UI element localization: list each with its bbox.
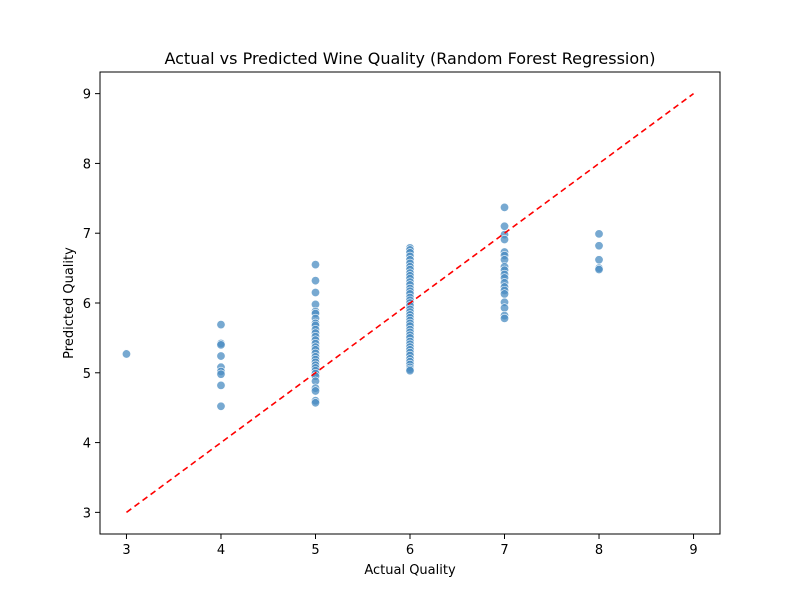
x-tick-label: 9 <box>689 543 697 558</box>
scatter-point <box>216 351 226 361</box>
scatter-point <box>500 202 510 212</box>
scatter-point <box>500 289 510 299</box>
x-tick-label: 6 <box>406 543 414 558</box>
scatter-point <box>594 255 604 265</box>
y-tick-label: 3 <box>83 506 91 521</box>
scatter-point <box>500 313 510 323</box>
x-tick-label: 5 <box>311 543 319 558</box>
y-axis-label: Predicted Quality <box>62 247 77 359</box>
scatter-point <box>500 221 510 231</box>
scatter-point <box>500 303 510 313</box>
y-tick-label: 8 <box>83 157 91 172</box>
y-tick-label: 5 <box>83 367 91 382</box>
scatter-point <box>216 320 226 330</box>
x-axis-label: Actual Quality <box>364 563 456 578</box>
y-tick-label: 4 <box>83 437 91 452</box>
y-tick-label: 7 <box>83 227 91 242</box>
y-tick-label: 9 <box>83 88 91 103</box>
scatter-point <box>310 386 320 396</box>
scatter-point <box>310 276 320 286</box>
reference-line <box>125 92 695 514</box>
x-tick-label: 8 <box>595 543 603 558</box>
y-axis-ticks: 3 4 5 6 7 8 9 <box>83 88 100 521</box>
x-tick-label: 4 <box>217 543 225 558</box>
scatter-point <box>216 401 226 411</box>
scatter-point <box>310 288 320 298</box>
plot-area <box>99 71 721 535</box>
scatter-point <box>405 366 415 376</box>
x-tick-label: 7 <box>500 543 508 558</box>
scatter-point <box>310 260 320 270</box>
y-tick-label: 6 <box>83 297 91 312</box>
chart-title: Actual vs Predicted Wine Quality (Random… <box>164 49 655 68</box>
scatter-point <box>594 229 604 239</box>
scatter-point <box>216 380 226 390</box>
scatter-point <box>310 398 320 408</box>
scatter-point <box>500 234 510 244</box>
x-axis-ticks: 3 4 5 6 7 8 9 <box>122 534 698 558</box>
scatter-point <box>216 369 226 379</box>
scatter-point <box>216 340 226 350</box>
scatter-point <box>594 264 604 274</box>
scatter-point <box>121 349 131 359</box>
x-tick-label: 3 <box>122 543 130 558</box>
scatter-point <box>594 241 604 251</box>
